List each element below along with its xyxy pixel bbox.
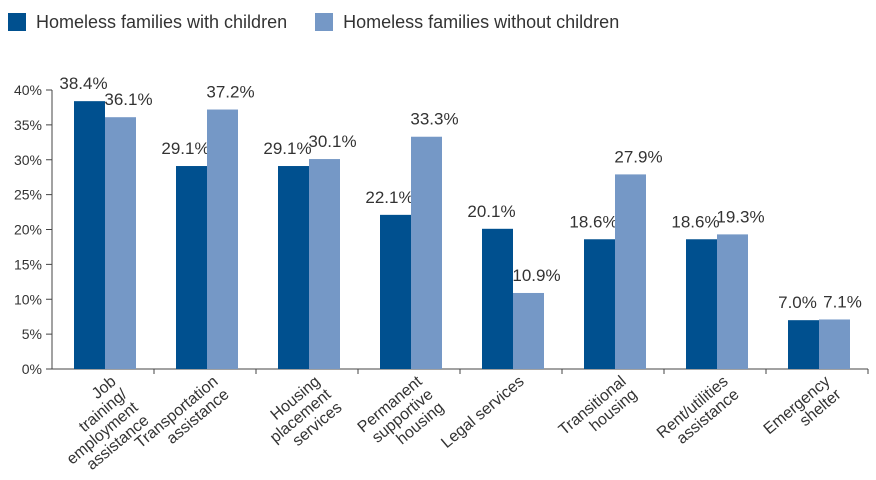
data-label: 30.1% [308, 132, 356, 151]
data-label: 29.1% [263, 139, 311, 158]
y-tick-label: 30% [14, 152, 42, 168]
category-label: Housingplacementservices [256, 373, 346, 460]
bar-without-children [819, 319, 850, 369]
y-tick-label: 5% [22, 326, 42, 342]
bar-with-children [788, 320, 819, 369]
data-label: 18.6% [671, 212, 719, 231]
y-tick-label: 20% [14, 222, 42, 238]
category-label-line: Legal services [438, 373, 527, 452]
legend-swatch-without-children [315, 13, 334, 31]
y-tick-label: 10% [14, 291, 42, 307]
category-label: Rent/utilitiesassistance [654, 373, 743, 455]
bar-without-children [513, 292, 544, 369]
legend-label-without-children: Homeless families without children [343, 11, 620, 32]
y-tick-label: 0% [22, 361, 42, 377]
data-label: 22.1% [365, 188, 413, 207]
data-label: 36.1% [104, 90, 152, 109]
bar-without-children [207, 109, 238, 369]
legend: Homeless families with children Homeless… [8, 8, 619, 36]
bar-with-children [74, 101, 105, 369]
bar-without-children [309, 159, 340, 369]
legend-item-without-children[interactable]: Homeless families without children [315, 12, 619, 33]
data-label: 29.1% [161, 139, 209, 158]
data-label: 10.9% [512, 266, 560, 285]
data-label: 38.4% [59, 74, 107, 93]
y-tick-label: 35% [14, 117, 42, 133]
bar-with-children [380, 214, 411, 369]
bar-without-children [615, 174, 646, 369]
bar-with-children [278, 166, 309, 369]
bar-with-children [584, 239, 615, 369]
category-label: Jobtraining/employmentassistance [42, 373, 153, 480]
data-label: 33.3% [410, 110, 458, 129]
data-label: 37.2% [206, 83, 254, 102]
bar-with-children [686, 239, 717, 369]
category-label: Transitionalhousing [556, 373, 641, 452]
y-tick-label: 15% [14, 256, 42, 272]
bar-with-children [482, 228, 513, 369]
category-label: Permanentsupportivehousing [355, 373, 448, 463]
data-label: 18.6% [569, 212, 617, 231]
bar-without-children [411, 136, 442, 369]
category-label: Emergencyshelter [761, 373, 845, 451]
bar-without-children [105, 117, 136, 369]
y-tick-label: 40% [14, 82, 42, 98]
data-label: 19.3% [716, 207, 764, 226]
data-label: 7.1% [823, 292, 862, 311]
bar-without-children [717, 234, 748, 369]
data-label: 27.9% [614, 147, 662, 166]
legend-swatch-with-children [8, 13, 26, 31]
data-label: 20.1% [467, 202, 515, 221]
legend-label-with-children: Homeless families with children [36, 11, 288, 32]
category-label: Legal services [438, 373, 527, 452]
legend-item-with-children[interactable]: Homeless families with children [8, 12, 287, 33]
y-tick-label: 25% [14, 187, 42, 203]
bar-with-children [176, 166, 207, 369]
data-label: 7.0% [778, 293, 817, 312]
